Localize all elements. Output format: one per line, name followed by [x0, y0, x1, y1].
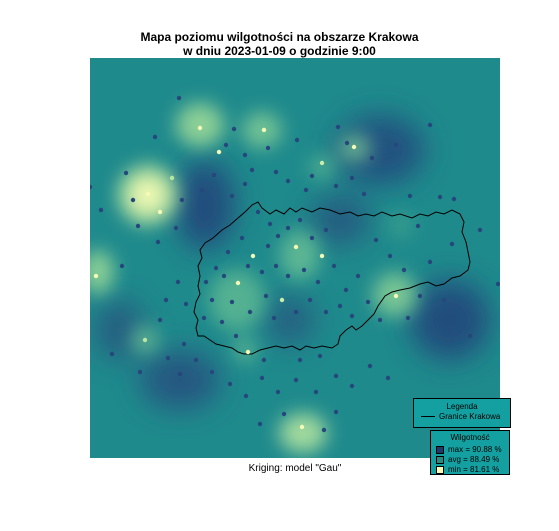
- legend-border-box: Legenda Granice Krakowa: [413, 398, 511, 428]
- station-dots: [90, 95, 500, 433]
- map-title-line-1: Mapa poziomu wilgotności na obszarze Kra…: [140, 30, 419, 44]
- min-swatch: [436, 465, 444, 474]
- legend-row-max: max = 90.88 %: [436, 445, 502, 455]
- legend-max-label: max = 90.88 %: [448, 445, 502, 455]
- boundary-line-swatch: [421, 416, 435, 417]
- legend-row-min: min = 81.61 %: [436, 465, 499, 475]
- legend-boundary-label: Granice Krakowa: [439, 412, 501, 421]
- max-swatch: [436, 445, 444, 454]
- legend-min-label: min = 81.61 %: [448, 465, 500, 475]
- map-title-line-2: w dniu 2023-01-09 o godzinie 9:00: [183, 44, 376, 58]
- krakow-boundary: [193, 201, 471, 355]
- avg-swatch: [436, 455, 444, 464]
- humidity-legend-title: Wilgotność: [450, 433, 490, 442]
- legend-title: Legenda: [446, 402, 478, 411]
- legend-avg-label: avg = 88.49 %: [448, 455, 500, 465]
- humidity-legend-box: Wilgotność max = 90.88 % avg = 88.49 % m…: [430, 430, 510, 475]
- legend-row-avg: avg = 88.49 %: [436, 455, 499, 465]
- kriging-model-caption: Kriging: model "Gau": [248, 463, 342, 474]
- kriging-surface: [90, 58, 500, 458]
